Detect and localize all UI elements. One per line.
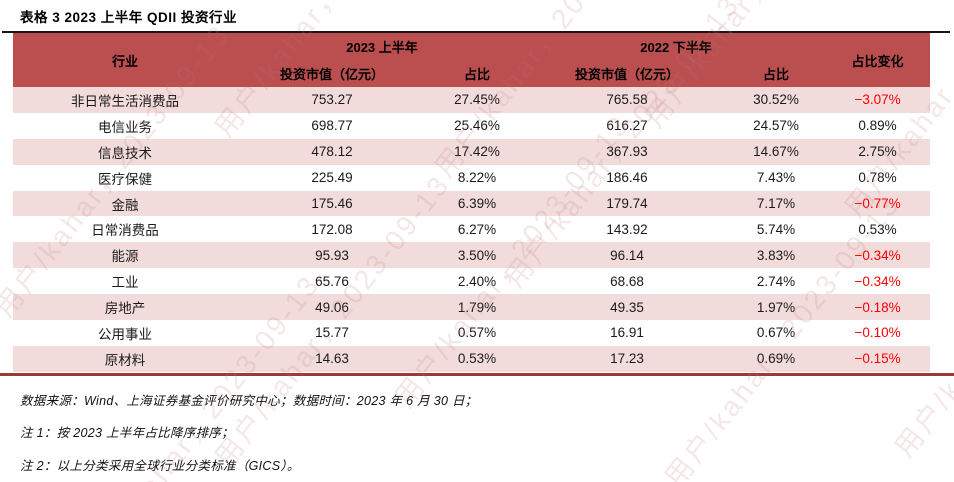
source-note: 数据来源：Wind、上海证券基金评价研究中心；数据时间：2023 年 6 月 3… [20, 393, 478, 408]
cell-share-2023: 25.46% [427, 112, 528, 139]
header-group-2022: 2022 下半年 [527, 33, 826, 60]
cell-value-2022: 17.23 [527, 345, 728, 372]
cell-value-2023: 15.77 [237, 320, 427, 346]
cell-value-2022: 616.27 [527, 112, 728, 139]
cell-industry: 电信业务 [13, 112, 237, 139]
cell-industry: 日常消费品 [13, 216, 237, 243]
cell-share-change: −0.15% [825, 345, 931, 372]
cell-value-2023: 753.27 [237, 87, 427, 113]
cell-industry: 公用事业 [13, 320, 237, 346]
cell-value-2022: 49.35 [527, 294, 728, 321]
cell-value-2022: 186.46 [527, 164, 728, 191]
cell-industry: 信息技术 [13, 138, 237, 165]
cell-value-2023: 172.08 [237, 216, 427, 243]
cell-industry: 工业 [13, 268, 237, 295]
title-divider [2, 31, 950, 33]
cell-industry: 金融 [13, 190, 237, 217]
header-industry: 行业 [13, 33, 237, 87]
cell-value-2023: 175.46 [237, 190, 427, 217]
cell-value-2022: 143.92 [527, 216, 728, 243]
cell-industry: 医疗保健 [13, 164, 237, 191]
cell-share-2022: 7.43% [727, 164, 826, 191]
table-row: 公用事业 15.77 0.57% 16.91 0.67% −0.10% [13, 320, 931, 346]
table-row: 金融 175.46 6.39% 179.74 7.17% −0.77% [13, 190, 931, 217]
cell-share-2023: 1.79% [427, 294, 528, 321]
cell-value-2022: 16.91 [527, 320, 728, 346]
cell-industry: 能源 [13, 242, 237, 269]
table-row: 电信业务 698.77 25.46% 616.27 24.57% 0.89% [13, 112, 931, 139]
table-bottom-divider [0, 373, 954, 376]
cell-value-2022: 367.93 [527, 138, 728, 165]
cell-industry: 原材料 [13, 345, 237, 372]
cell-share-2022: 2.74% [727, 268, 826, 295]
cell-share-2023: 6.39% [427, 190, 528, 217]
cell-value-2023: 95.93 [237, 242, 427, 269]
cell-value-2022: 96.14 [527, 242, 728, 269]
cell-share-2023: 3.50% [427, 242, 528, 269]
cell-share-change: 2.75% [825, 138, 931, 165]
table-header: 行业 2023 上半年 2022 下半年 占比变化 投资市值（亿元） 占比 投资… [13, 33, 931, 87]
cell-value-2023: 478.12 [237, 138, 427, 165]
cell-share-2023: 17.42% [427, 138, 528, 165]
cell-value-2022: 68.68 [527, 268, 728, 295]
cell-value-2023: 65.76 [237, 268, 427, 295]
cell-industry: 房地产 [13, 294, 237, 321]
cell-share-change: 0.53% [825, 216, 931, 243]
cell-value-2023: 49.06 [237, 294, 427, 321]
note-1: 注 1：按 2023 上半年占比降序排序； [20, 426, 234, 441]
cell-share-change: −0.18% [825, 294, 931, 321]
table-row: 非日常生活消费品 753.27 27.45% 765.58 30.52% −3.… [13, 87, 931, 113]
table-title: 表格 3 2023 上半年 QDII 投资行业 [20, 10, 238, 25]
cell-share-change: −3.07% [825, 87, 931, 113]
table-row: 原材料 14.63 0.53% 17.23 0.69% −0.15% [13, 345, 931, 372]
table-notes: 数据来源：Wind、上海证券基金评价研究中心；数据时间：2023 年 6 月 3… [20, 383, 478, 481]
cell-share-change: 0.78% [825, 164, 931, 191]
qdii-industry-table: 行业 2023 上半年 2022 下半年 占比变化 投资市值（亿元） 占比 投资… [13, 33, 931, 372]
table-row: 能源 95.93 3.50% 96.14 3.83% −0.34% [13, 242, 931, 269]
table-row: 信息技术 478.12 17.42% 367.93 14.67% 2.75% [13, 138, 931, 165]
cell-industry: 非日常生活消费品 [13, 87, 237, 113]
header-group-2023: 2023 上半年 [237, 33, 528, 60]
cell-share-2022: 0.69% [727, 345, 826, 372]
subheader-value-2022: 投资市值（亿元） [527, 60, 728, 87]
cell-share-2023: 0.53% [427, 345, 528, 372]
note-2: 注 2：以上分类采用全球行业分类标准（GICS）。 [20, 458, 300, 473]
table-body: 非日常生活消费品 753.27 27.45% 765.58 30.52% −3.… [13, 87, 931, 372]
cell-share-2022: 3.83% [727, 242, 826, 269]
cell-share-2023: 2.40% [427, 268, 528, 295]
table-row: 工业 65.76 2.40% 68.68 2.74% −0.34% [13, 268, 931, 295]
cell-share-2023: 6.27% [427, 216, 528, 243]
cell-share-2022: 1.97% [727, 294, 826, 321]
cell-share-2022: 0.67% [727, 320, 826, 346]
cell-share-change: −0.77% [825, 190, 931, 217]
header-share-change: 占比变化 [825, 33, 931, 87]
cell-value-2022: 765.58 [527, 87, 728, 113]
cell-share-change: 0.89% [825, 112, 931, 139]
cell-share-change: −0.10% [825, 320, 931, 346]
cell-value-2023: 698.77 [237, 112, 427, 139]
cell-share-change: −0.34% [825, 242, 931, 269]
subheader-value-2023: 投资市值（亿元） [237, 60, 427, 87]
cell-share-2022: 24.57% [727, 112, 826, 139]
cell-share-change: −0.34% [825, 268, 931, 295]
cell-share-2023: 8.22% [427, 164, 528, 191]
cell-value-2023: 225.49 [237, 164, 427, 191]
cell-share-2023: 27.45% [427, 87, 528, 113]
table-row: 日常消费品 172.08 6.27% 143.92 5.74% 0.53% [13, 216, 931, 243]
cell-share-2023: 0.57% [427, 320, 528, 346]
cell-share-2022: 14.67% [727, 138, 826, 165]
cell-share-2022: 5.74% [727, 216, 826, 243]
table-row: 医疗保健 225.49 8.22% 186.46 7.43% 0.78% [13, 164, 931, 191]
subheader-share-2022: 占比 [727, 60, 826, 87]
cell-value-2023: 14.63 [237, 345, 427, 372]
cell-share-2022: 7.17% [727, 190, 826, 217]
subheader-share-2023: 占比 [427, 60, 528, 87]
cell-share-2022: 30.52% [727, 87, 826, 113]
table-row: 房地产 49.06 1.79% 49.35 1.97% −0.18% [13, 294, 931, 321]
cell-value-2022: 179.74 [527, 190, 728, 217]
